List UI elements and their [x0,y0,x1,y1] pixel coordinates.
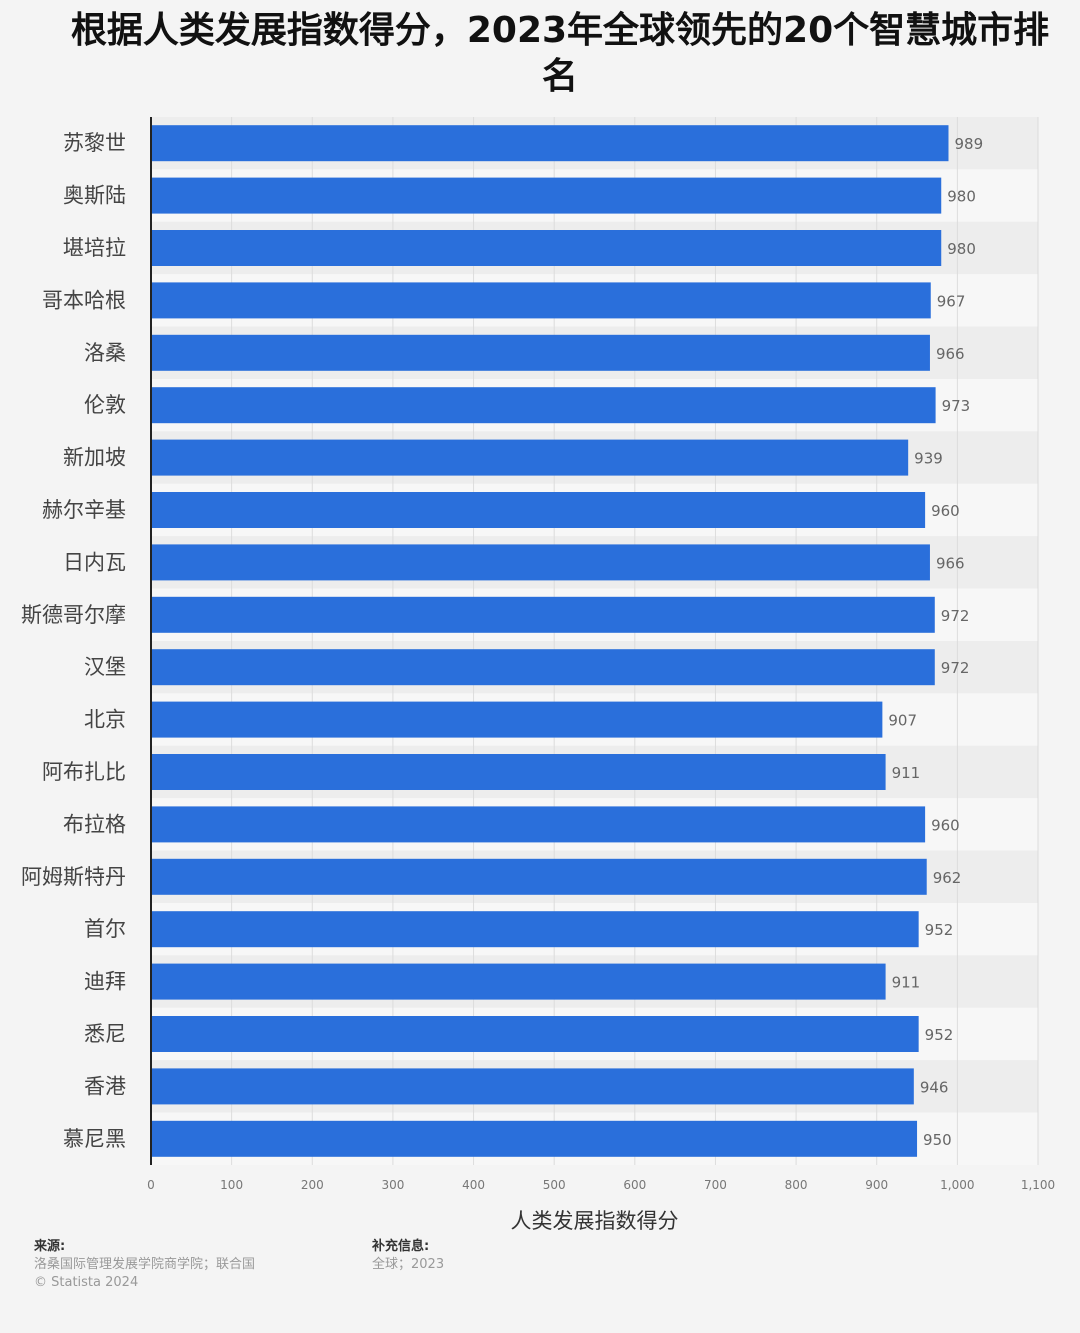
category-label: 哥本哈根 [42,288,126,312]
value-label: 907 [888,712,917,730]
category-label: 北京 [84,708,126,732]
bar [152,125,949,162]
x-tick-label: 700 [704,1178,727,1192]
value-label: 939 [914,450,943,468]
x-tick-label: 900 [865,1178,888,1192]
category-label: 赫尔辛基 [42,498,126,522]
bar [152,544,930,581]
bar [152,439,909,476]
copyright-text: © Statista 2024 [34,1275,139,1290]
bar [152,649,935,686]
category-label: 新加坡 [63,446,126,470]
info-text: 全球；2023 [372,1257,445,1272]
value-label: 911 [892,764,921,782]
value-label: 967 [937,292,966,310]
bar [152,492,926,528]
bar [152,334,930,371]
category-label: 日内瓦 [63,550,126,574]
info-label: 补充信息: [372,1239,430,1254]
x-tick-label: 400 [462,1178,485,1192]
value-label: 960 [931,816,960,834]
value-label: 989 [954,135,983,153]
bar [152,1120,918,1157]
category-label: 慕尼黑 [63,1127,126,1151]
source-text: 洛桑国际管理发展学院商学院；联合国 [34,1257,256,1272]
value-label: 960 [931,502,960,520]
bar [152,230,942,266]
category-label: 洛桑 [84,341,126,365]
value-label: 966 [936,345,965,363]
bar [152,596,935,633]
category-label: 奥斯陆 [63,184,126,208]
chart-title: 根据人类发展指数得分，2023年全球领先的20个智慧城市排名 [70,10,1050,97]
bar [152,701,883,738]
x-tick-label: 600 [623,1178,646,1192]
bar [152,282,931,319]
category-label: 汉堡 [84,655,126,679]
bar [152,387,936,424]
value-label: 966 [936,554,965,572]
bar [152,1016,919,1052]
bar [152,754,886,790]
bar [152,858,927,895]
value-label: 980 [947,240,976,258]
bar [152,911,919,948]
value-label: 950 [923,1131,952,1149]
x-tick-label: 300 [381,1178,404,1192]
info-block: 补充信息: 全球；2023 [372,1238,444,1274]
category-label: 斯德哥尔摩 [21,603,126,627]
value-label: 952 [925,921,954,939]
category-label: 布拉格 [63,812,126,836]
x-tick-label: 1,100 [1021,1178,1055,1192]
category-label: 香港 [84,1074,126,1098]
x-tick-label: 0 [147,1178,155,1192]
value-label: 962 [933,869,962,887]
category-label: 堪培拉 [63,236,126,260]
x-axis-title: 人类发展指数得分 [511,1209,679,1233]
category-label: 阿姆斯特丹 [21,865,126,889]
bar [152,963,886,1000]
x-tick-label: 200 [301,1178,324,1192]
bar [152,1068,914,1105]
category-label: 悉尼 [84,1022,126,1046]
x-tick-label: 500 [543,1178,566,1192]
category-label: 苏黎世 [63,131,126,155]
value-label: 952 [925,1026,954,1044]
category-label: 阿布扎比 [42,760,126,784]
category-label: 首尔 [84,917,126,941]
category-label: 迪拜 [84,970,126,994]
bar [152,177,942,214]
x-tick-label: 100 [220,1178,243,1192]
source-block: 来源: 洛桑国际管理发展学院商学院；联合国 © Statista 2024 [34,1238,255,1292]
value-label: 973 [942,397,971,415]
value-label: 911 [892,974,921,992]
value-label: 946 [920,1078,949,1096]
value-label: 972 [941,607,970,625]
value-label: 972 [941,659,970,677]
value-label: 980 [947,188,976,206]
bar [152,806,926,843]
x-tick-label: 1,000 [940,1178,974,1192]
x-tick-label: 800 [785,1178,808,1192]
source-label: 来源: [34,1239,66,1254]
category-label: 伦敦 [84,393,126,417]
